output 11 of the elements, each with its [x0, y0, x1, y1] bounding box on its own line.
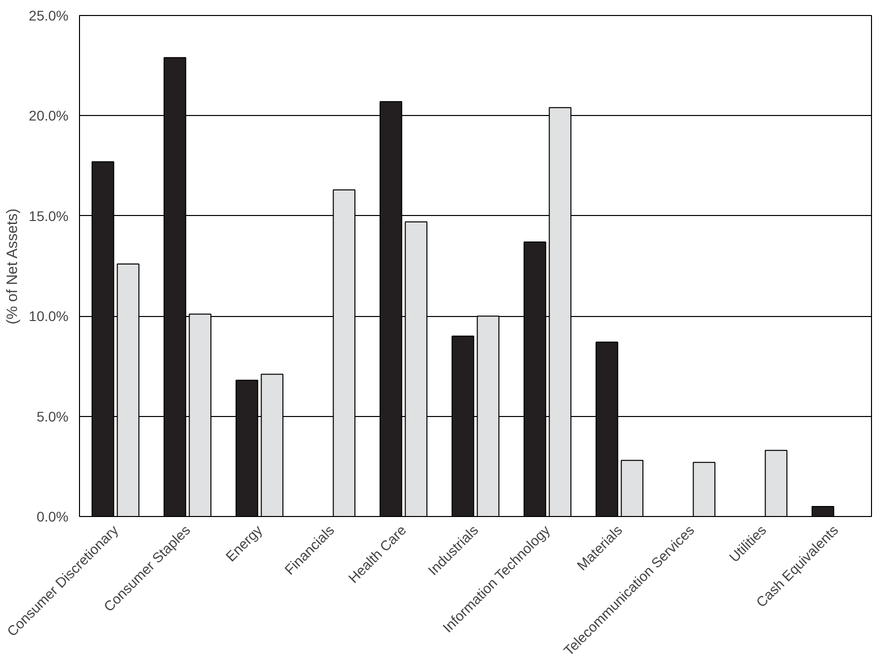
y-tick-label: 5.0%	[36, 408, 69, 424]
bar	[620, 460, 644, 516]
y-tick-label: 0.0%	[36, 508, 69, 524]
bar	[812, 506, 834, 516]
y-tick-label: 20.0%	[28, 108, 69, 124]
y-axis-title: (% of Net Assets)	[4, 208, 21, 324]
y-tick-label: 10.0%	[28, 308, 69, 324]
y-tick-label: 25.0%	[28, 8, 69, 24]
bar	[764, 450, 788, 516]
y-tick-label: 15.0%	[28, 208, 69, 224]
bar	[692, 462, 716, 516]
